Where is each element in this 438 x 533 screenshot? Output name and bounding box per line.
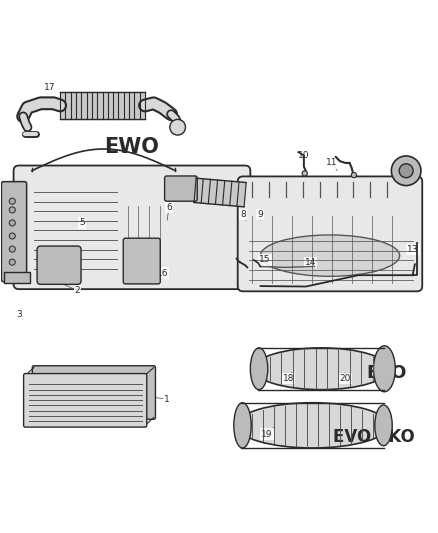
Circle shape [9, 246, 15, 252]
Ellipse shape [234, 403, 251, 448]
Circle shape [399, 164, 413, 177]
Circle shape [391, 156, 421, 185]
FancyBboxPatch shape [37, 246, 81, 284]
FancyBboxPatch shape [14, 166, 251, 289]
Text: 17: 17 [44, 83, 56, 92]
Text: 16: 16 [157, 269, 168, 278]
Circle shape [351, 173, 357, 177]
Text: EVO EKO: EVO EKO [332, 428, 414, 446]
Circle shape [9, 207, 15, 213]
Text: EWO: EWO [105, 137, 159, 157]
Text: 3: 3 [16, 310, 21, 319]
Text: 5: 5 [79, 219, 85, 228]
Text: 14: 14 [305, 257, 316, 266]
Text: 1: 1 [164, 395, 170, 403]
Circle shape [9, 233, 15, 239]
Ellipse shape [237, 403, 389, 448]
Ellipse shape [374, 346, 395, 392]
Circle shape [9, 220, 15, 226]
Text: 11: 11 [326, 158, 338, 167]
Polygon shape [60, 92, 145, 118]
FancyBboxPatch shape [165, 176, 197, 201]
Polygon shape [194, 178, 246, 207]
Text: 8: 8 [240, 210, 246, 219]
Circle shape [9, 259, 15, 265]
FancyBboxPatch shape [32, 366, 155, 419]
Circle shape [170, 119, 185, 135]
Ellipse shape [251, 348, 268, 390]
Circle shape [302, 171, 307, 176]
Ellipse shape [254, 348, 389, 390]
Text: 10: 10 [298, 151, 310, 160]
Text: 7: 7 [153, 247, 159, 256]
FancyBboxPatch shape [123, 238, 160, 284]
Text: 15: 15 [259, 255, 270, 264]
Text: 19: 19 [261, 430, 272, 439]
Bar [4, 272, 30, 283]
FancyBboxPatch shape [24, 374, 147, 427]
Ellipse shape [260, 235, 399, 276]
Ellipse shape [375, 405, 392, 446]
Text: 9: 9 [258, 210, 263, 219]
Text: EZO: EZO [366, 364, 407, 382]
Text: 2: 2 [75, 286, 80, 295]
Text: 20: 20 [339, 374, 351, 383]
Text: 12: 12 [392, 163, 403, 172]
Text: 13: 13 [407, 245, 418, 254]
Text: 18: 18 [283, 374, 294, 383]
FancyBboxPatch shape [1, 182, 27, 282]
FancyBboxPatch shape [238, 176, 422, 292]
Circle shape [9, 198, 15, 204]
Text: 6: 6 [166, 203, 172, 212]
Text: 4: 4 [12, 236, 17, 245]
